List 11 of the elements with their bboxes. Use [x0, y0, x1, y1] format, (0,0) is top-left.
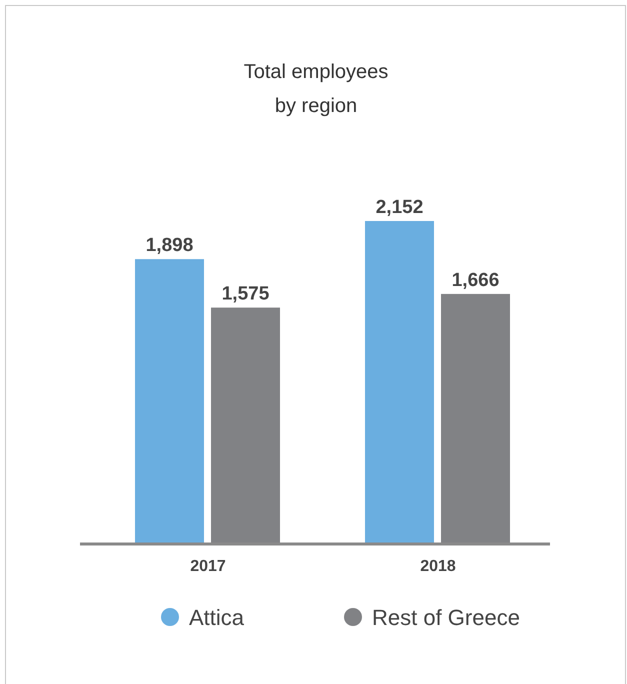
- bar: [365, 221, 434, 544]
- data-label: 1,575: [222, 284, 270, 305]
- data-label: 2,152: [376, 197, 424, 218]
- bar: [135, 259, 204, 544]
- x-tick-label: 2017: [190, 558, 226, 575]
- chart-title: Total employees by region: [244, 61, 388, 117]
- x-tick-label: 2018: [420, 558, 456, 575]
- legend-label: Rest of Greece: [372, 605, 520, 630]
- data-label: 1,666: [452, 270, 500, 291]
- legend-label: Attica: [189, 605, 245, 630]
- data-label: 1,898: [146, 235, 194, 256]
